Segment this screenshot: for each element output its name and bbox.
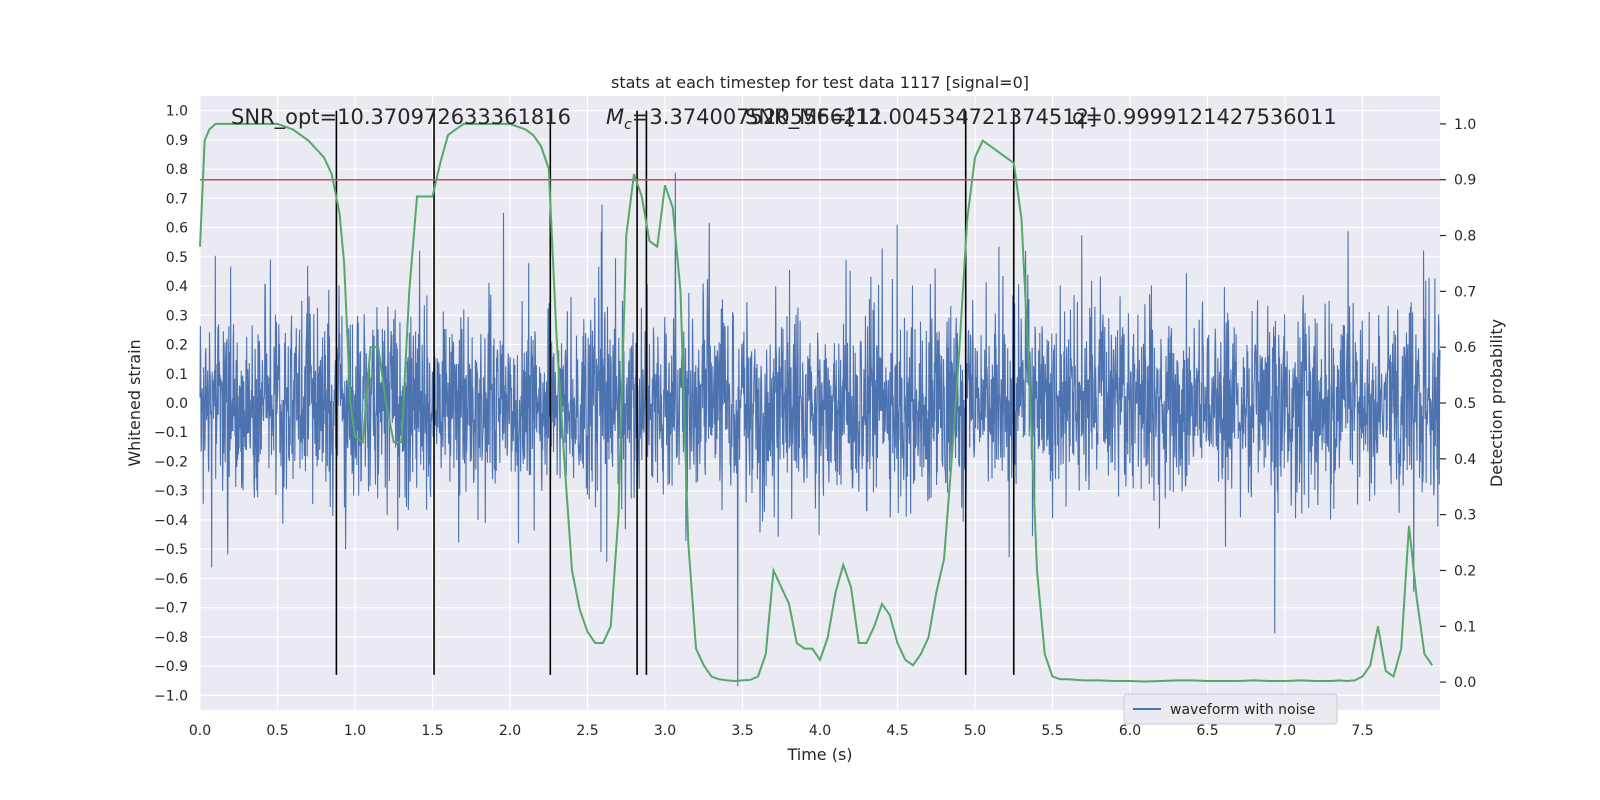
left-tick-label: 0.1 [166,367,188,383]
x-tick-label: 4.0 [809,723,831,739]
left-tick-label: −0.3 [154,484,188,500]
x-tick-label: 6.0 [1119,723,1141,739]
right-tick-label: 0.6 [1454,340,1476,356]
x-tick-label: 4.5 [886,723,908,739]
x-tick-label: 5.5 [1041,723,1063,739]
annotation-mc-value: =3.3740075205566211 [632,105,883,129]
left-tick-label: 0.4 [166,279,188,295]
right-tick-label: 0.9 [1454,173,1476,189]
x-tick-label: 5.0 [964,723,986,739]
x-axis-ticks: 0.0 0.5 1.0 1.5 2.0 2.5 3.0 3.5 4.0 4.5 5.0 5.5 6.0 6… [189,723,1374,739]
left-tick-label: −0.4 [154,513,188,529]
left-tick-label: 0.7 [166,191,188,207]
right-tick-label: 1.0 [1454,117,1476,133]
left-tick-label: −0.9 [154,659,188,675]
x-axis-title: Time (s) [786,745,852,764]
right-tick-label: 0.1 [1454,619,1476,635]
left-tick-label: 0.8 [166,162,188,178]
left-axis-title: Whitened strain [125,339,144,466]
legend-box [1123,693,1338,725]
annotation-mc: Mc=3.3740075205566211 [606,105,883,133]
x-tick-label: 7.0 [1274,723,1296,739]
left-tick-label: 0.6 [166,221,188,237]
right-tick-label: 0.3 [1454,508,1476,524]
event-markers [335,110,1015,675]
left-tick-label: −0.7 [154,601,188,617]
probability-series [199,122,1434,683]
x-tick-label: 3.5 [731,723,753,739]
left-tick-label: −0.8 [154,630,188,646]
chart-title: stats at each timestep for test data 111… [611,73,1029,92]
annotation-mc-subscript: c [624,117,632,133]
annotation-mc-symbol: M [606,105,624,129]
right-tick-label: 0.2 [1454,563,1476,579]
left-tick-label: −0.5 [154,542,188,558]
annotation-q: q=0.9999121427536011 [1072,105,1337,129]
x-tick-label: 2.0 [499,723,521,739]
left-tick-label: 0.5 [166,250,188,266]
left-tick-label: 1.0 [166,104,188,120]
right-tick-label: 0.8 [1454,229,1476,245]
x-tick-label: 1.0 [344,723,366,739]
right-axis-title: Detection probability [1487,319,1506,487]
annotation-snr-mf: SNR_MF=[12.004534721374512] [745,105,1097,130]
left-tick-label: −0.6 [154,571,188,587]
x-tick-label: 6.5 [1196,723,1218,739]
left-tick-label: 0.0 [166,396,188,412]
right-tick-label: 0.5 [1454,396,1476,412]
x-tick-label: 0.0 [189,723,211,739]
waveform-series [199,172,1441,687]
left-tick-label: −0.2 [154,454,188,470]
left-axis-ticks: 1.0 0.9 0.8 0.7 0.6 0.5 0.4 0.3 0.2 0.1 0.0 −0.1 −0.… [154,104,188,705]
left-tick-label: −0.1 [154,425,188,441]
right-axis-ticks: 1.0 0.9 0.8 0.7 0.6 0.5 0.4 0.3 0.2 0.1 0.0 [1440,117,1476,691]
legend: waveform with noise [1123,693,1338,725]
right-tick-label: 0.4 [1454,452,1476,468]
x-tick-label: 0.5 [266,723,288,739]
left-tick-label: 0.3 [166,308,188,324]
x-tick-label: 3.0 [654,723,676,739]
annotation-snr-opt: SNR_opt=10.370972633361816 [231,105,571,130]
left-tick-label: −1.0 [154,688,188,704]
waveform-line [199,172,1441,687]
x-tick-label: 1.5 [421,723,443,739]
right-tick-label: 0.0 [1454,675,1476,691]
left-tick-label: 0.2 [166,338,188,354]
x-tick-label: 7.5 [1351,723,1373,739]
x-tick-label: 2.5 [576,723,598,739]
legend-entry: waveform with noise [1170,702,1315,718]
right-tick-label: 0.7 [1454,284,1476,300]
left-tick-label: 0.9 [166,133,188,149]
